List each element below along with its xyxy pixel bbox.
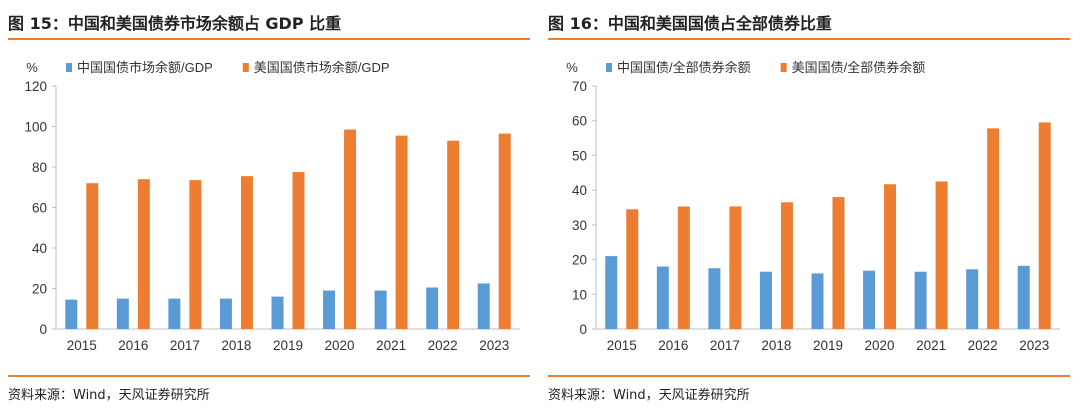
y-tick-label: 80 <box>32 160 47 175</box>
bar-china <box>323 290 336 329</box>
bar-usa <box>292 172 305 329</box>
title-divider <box>548 38 1070 40</box>
bar-china <box>811 273 824 329</box>
bar-usa <box>86 183 99 329</box>
bar-usa <box>935 181 948 329</box>
x-tick-label: 2022 <box>968 338 998 353</box>
right-figure: 图 16：中国和美国国债占全部债券比重 % 中国国债/全部债券余额 美国国债/全部债… <box>548 0 1070 412</box>
y-tick-label: 60 <box>32 201 47 216</box>
y-tick-label: 100 <box>24 120 47 135</box>
title-divider <box>8 38 530 40</box>
y-tick-label: 60 <box>572 114 587 129</box>
y-tick-label: 70 <box>572 79 587 94</box>
bar-china <box>426 287 439 329</box>
figure-title: 图 15：中国和美国债券市场余额占 GDP 比重 <box>8 14 342 33</box>
x-tick-label: 2019 <box>273 338 303 353</box>
bar-usa <box>137 179 150 329</box>
y-tick-label: 120 <box>24 79 47 94</box>
bar-china <box>168 298 181 329</box>
bar-china <box>863 270 876 329</box>
legend-swatch <box>606 63 612 72</box>
x-tick-label: 2018 <box>221 338 251 353</box>
legend-swatch <box>66 63 72 72</box>
x-tick-label: 2015 <box>607 338 637 353</box>
y-tick-label: 0 <box>39 322 47 337</box>
bar-usa <box>832 197 845 329</box>
bar-usa <box>884 184 897 329</box>
legend-swatch <box>242 63 249 72</box>
bar-china <box>914 271 927 329</box>
bar-usa <box>1038 122 1051 329</box>
bar-china <box>271 296 284 329</box>
bar-china <box>656 266 669 329</box>
x-tick-label: 2015 <box>67 338 97 353</box>
x-tick-label: 2023 <box>1019 338 1049 353</box>
bar-china <box>116 298 129 329</box>
y-tick-label: 20 <box>32 282 47 297</box>
bar-usa <box>729 206 742 329</box>
x-tick-label: 2018 <box>761 338 791 353</box>
bar-china <box>219 298 232 329</box>
bar-usa <box>240 176 253 329</box>
y-tick-label: 10 <box>572 287 587 302</box>
y-axis-unit-label: % <box>566 60 578 75</box>
legend-label: 美国国债/全部债券余额 <box>792 60 926 75</box>
bar-china <box>1017 265 1030 329</box>
bar-usa <box>626 209 639 329</box>
bar-usa <box>677 206 690 329</box>
source-note: 资料来源：Wind，天风证券研究所 <box>8 388 210 403</box>
legend-label: 中国国债市场余额/GDP <box>77 60 213 75</box>
x-tick-label: 2017 <box>710 338 740 353</box>
x-tick-label: 2016 <box>118 338 148 353</box>
figure-title: 图 16：中国和美国国债占全部债券比重 <box>548 14 832 33</box>
y-axis-unit-label: % <box>26 60 38 75</box>
x-tick-label: 2021 <box>916 338 946 353</box>
bar-china <box>477 283 490 329</box>
x-tick-label: 2023 <box>479 338 509 353</box>
x-tick-label: 2019 <box>813 338 843 353</box>
y-tick-label: 30 <box>572 218 587 233</box>
bar-usa <box>780 202 793 329</box>
left-figure: 图 15：中国和美国债券市场余额占 GDP 比重 % 中国国债市场余额/GDP 美国… <box>8 0 530 412</box>
bar-china <box>605 256 618 329</box>
legend-swatch <box>780 63 787 72</box>
source-note: 资料来源：Wind，天风证券研究所 <box>548 388 750 403</box>
legend-label: 中国国债/全部债券余额 <box>617 60 751 75</box>
x-tick-label: 2020 <box>865 338 895 353</box>
bar-china <box>708 268 721 329</box>
x-tick-label: 2021 <box>376 338 406 353</box>
bar-china <box>374 290 387 329</box>
bar-usa <box>987 128 1000 329</box>
x-tick-label: 2016 <box>658 338 688 353</box>
x-tick-label: 2017 <box>170 338 200 353</box>
bar-usa <box>498 133 511 329</box>
bar-usa <box>344 129 357 329</box>
y-tick-label: 20 <box>572 253 587 268</box>
source-divider <box>8 375 530 377</box>
source-divider <box>548 375 1070 377</box>
y-tick-label: 0 <box>579 322 587 337</box>
y-tick-label: 40 <box>32 241 47 256</box>
bar-china <box>65 299 78 329</box>
x-tick-label: 2020 <box>325 338 355 353</box>
x-tick-label: 2022 <box>428 338 458 353</box>
bar-chart-bond-gdp: % 中国国债市场余额/GDP 美国国债市场余额/GDP 0 20 40 60 80 100 120… <box>24 60 520 353</box>
y-tick-label: 40 <box>572 183 587 198</box>
bar-china <box>966 269 979 329</box>
bar-usa <box>395 135 408 329</box>
bar-chart-treasury-share: % 中国国债/全部债券余额 美国国债/全部债券余额 0 10 20 30 40 50 60 70 20… <box>566 60 1060 353</box>
bar-usa <box>189 180 202 329</box>
bar-usa <box>447 140 460 329</box>
y-tick-label: 50 <box>572 148 587 163</box>
bar-china <box>759 271 772 329</box>
legend-label: 美国国债市场余额/GDP <box>254 60 390 75</box>
